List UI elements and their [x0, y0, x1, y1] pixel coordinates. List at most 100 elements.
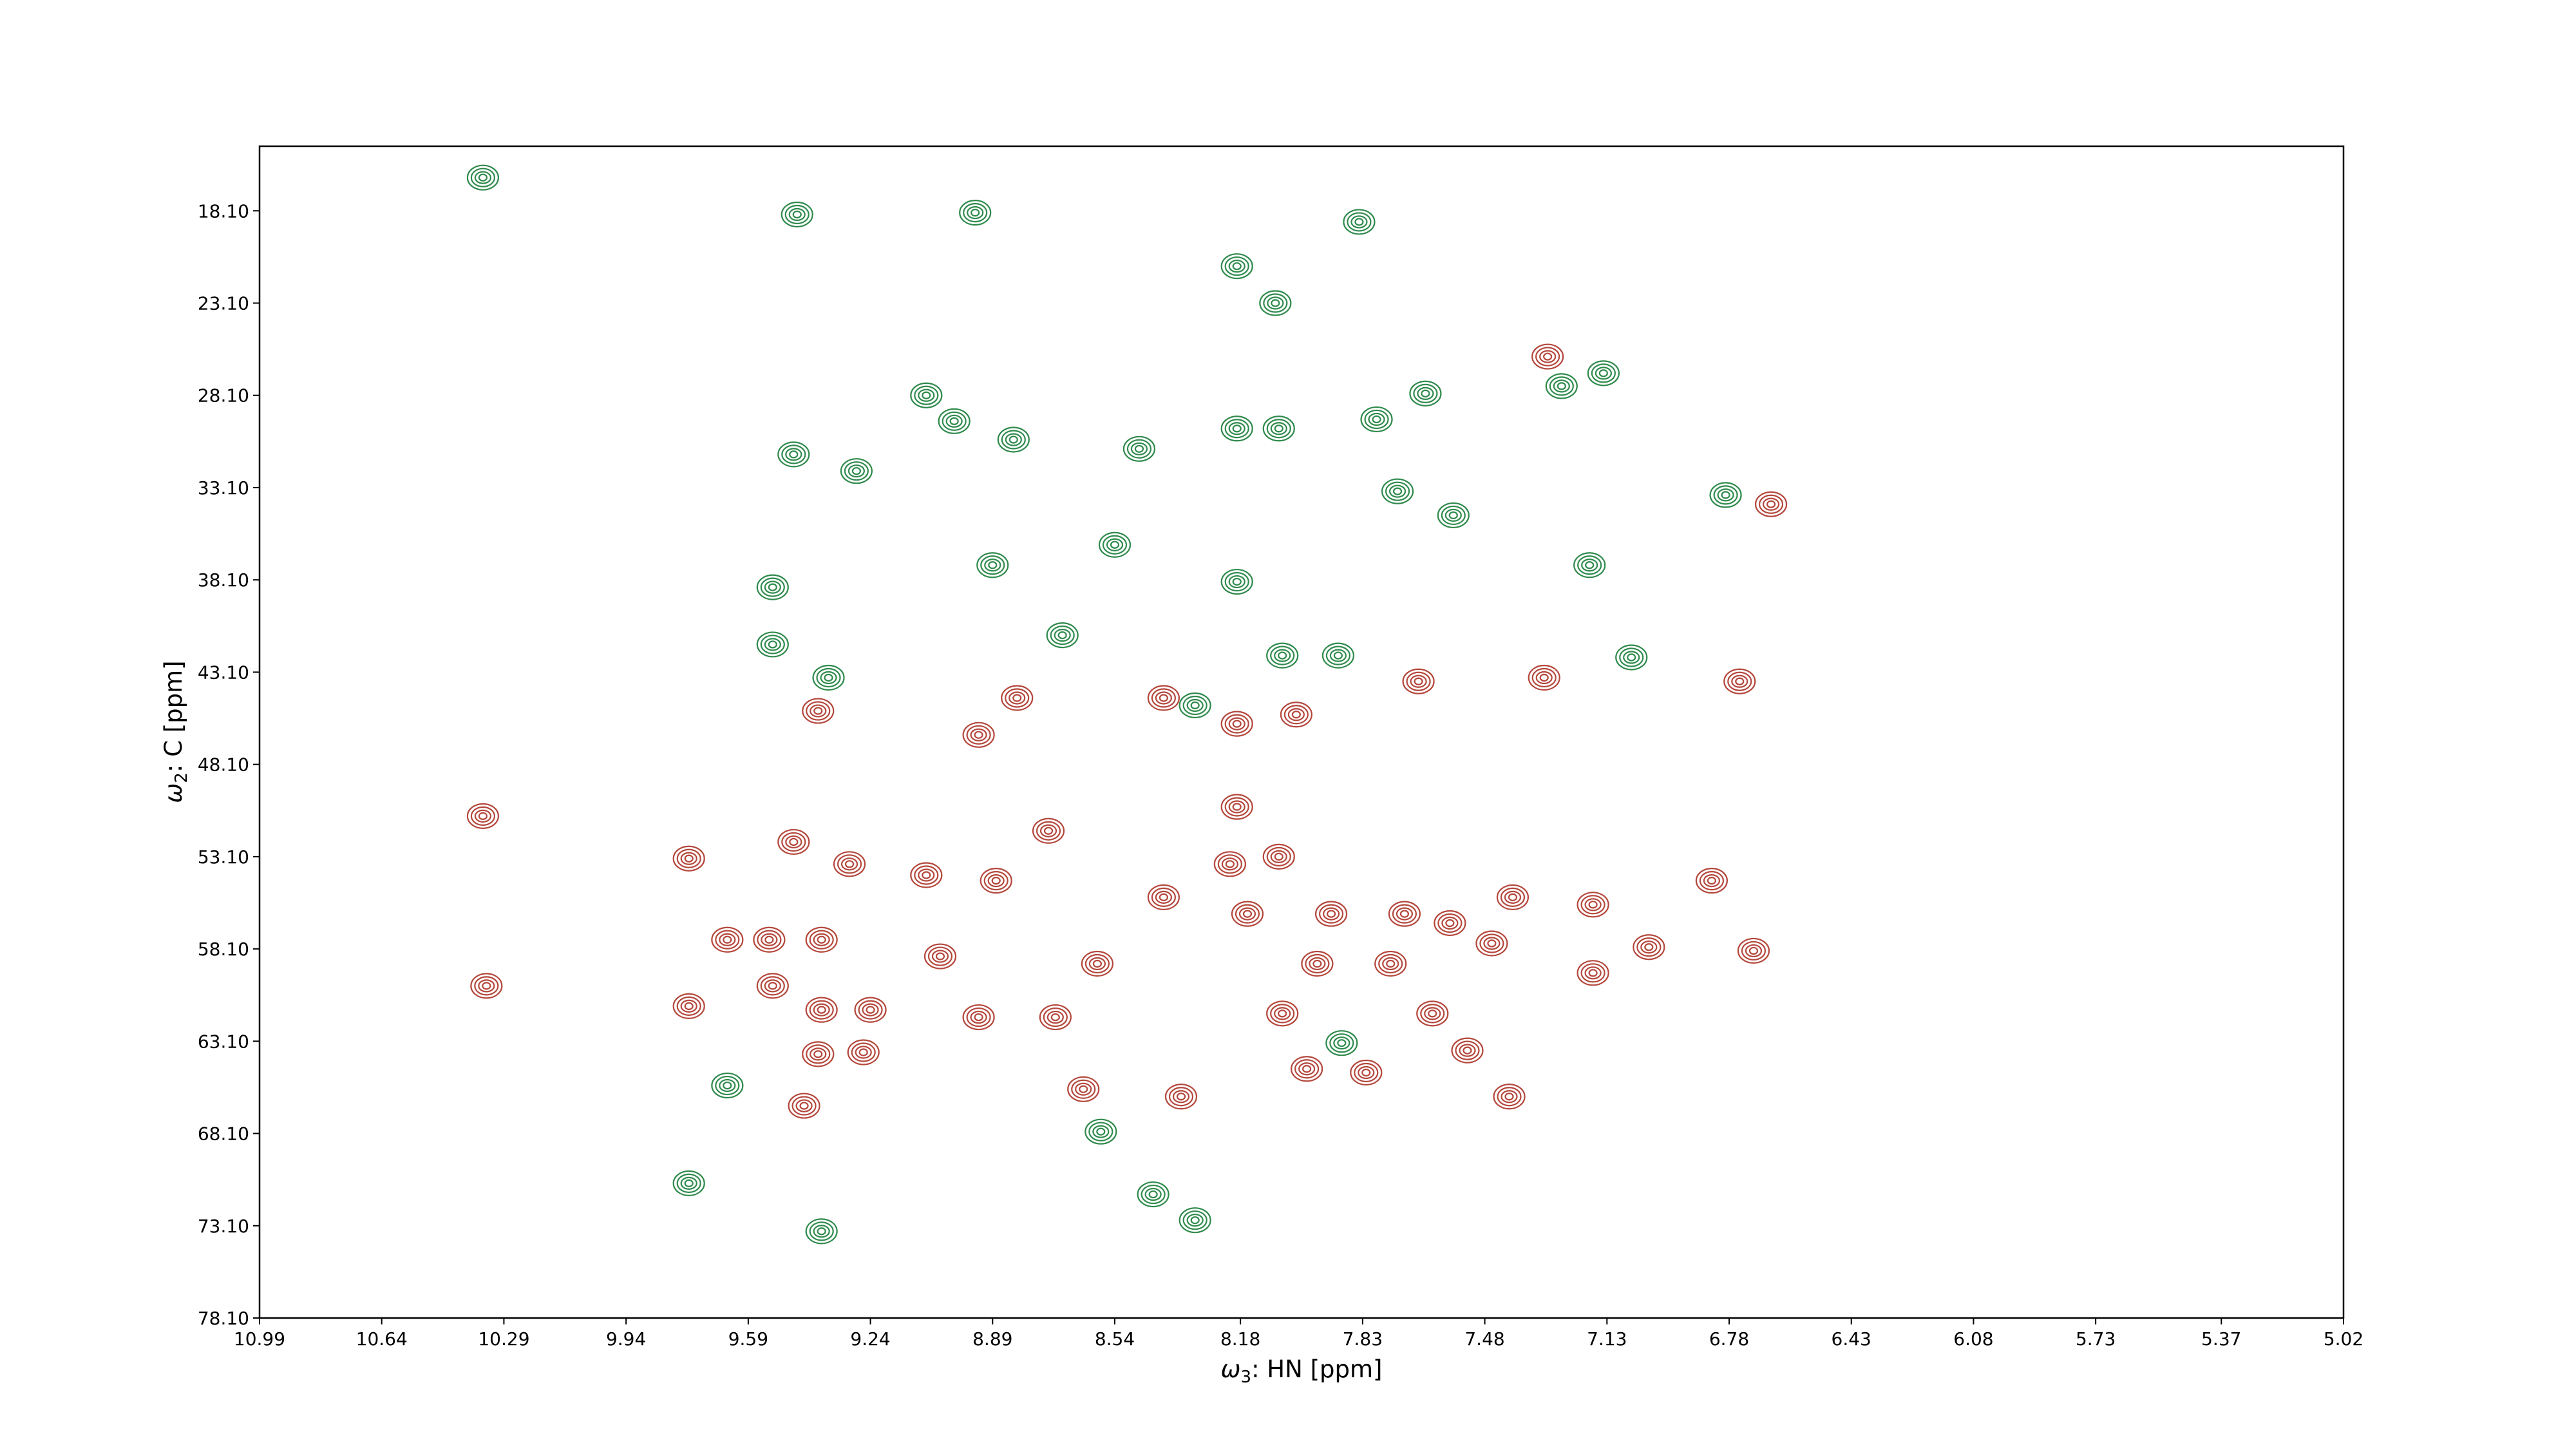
contour-ring	[1046, 622, 1079, 649]
contour-ring	[1088, 1122, 1113, 1142]
contour-ring	[1577, 555, 1602, 575]
contour-ring	[1388, 484, 1406, 498]
peak	[1573, 552, 1606, 578]
contour-ring	[1098, 531, 1132, 558]
contour-ring	[1266, 1000, 1299, 1027]
contour-ring	[805, 926, 838, 953]
contour-ring	[1096, 1127, 1106, 1136]
contour-ring	[820, 671, 837, 685]
contour-ring	[1326, 910, 1336, 918]
peak	[1179, 692, 1211, 719]
contour-ring	[784, 204, 810, 225]
peak	[756, 631, 789, 658]
contour-ring	[1414, 677, 1423, 685]
contour-ring	[1709, 482, 1742, 508]
contour-ring	[672, 1170, 705, 1196]
peak	[1321, 642, 1355, 669]
contour-ring	[962, 1004, 995, 1031]
y-tick-label: 23.10	[198, 292, 249, 314]
contour-ring	[997, 426, 1030, 453]
contour-ring	[816, 667, 841, 688]
contour-ring	[1270, 422, 1287, 435]
contour-ring	[1463, 1046, 1472, 1055]
contour-ring	[1278, 651, 1287, 660]
peak	[1067, 1076, 1100, 1102]
contour-ring	[1228, 575, 1245, 589]
peak	[1709, 482, 1742, 508]
contour-ring	[768, 583, 777, 591]
peak	[1147, 884, 1180, 910]
contour-ring	[1347, 212, 1372, 232]
contour-ring	[1723, 668, 1756, 694]
peak	[976, 552, 1009, 578]
contour-ring	[1106, 538, 1124, 551]
contour-ring	[1232, 720, 1242, 728]
peak	[1220, 794, 1253, 820]
peak	[1084, 1118, 1117, 1145]
contour-ring	[1595, 367, 1612, 380]
contour-ring	[922, 871, 931, 879]
peak	[1220, 568, 1253, 595]
contour-ring	[1766, 500, 1776, 508]
contour-ring	[1479, 933, 1504, 953]
contour-ring	[1102, 535, 1128, 555]
contour-ring	[1553, 379, 1570, 393]
contour-ring	[1151, 688, 1176, 708]
x-tick-label: 9.24	[850, 1328, 890, 1350]
contour-ring	[1475, 930, 1508, 957]
contour-ring	[1325, 645, 1351, 665]
peak	[833, 851, 866, 877]
contour-ring	[1501, 1090, 1518, 1103]
contour-ring	[805, 1218, 838, 1245]
peak	[1032, 817, 1065, 844]
contour-ring	[1232, 262, 1242, 271]
contour-ring	[949, 417, 959, 425]
contour-ring	[966, 725, 991, 745]
contour-ring	[1270, 1004, 1295, 1024]
contour-ring	[931, 950, 949, 963]
contour-ring	[847, 1039, 880, 1065]
peak	[1098, 531, 1132, 558]
contour-ring	[1535, 671, 1553, 685]
contour-ring	[1745, 944, 1763, 958]
contour-ring	[1270, 850, 1287, 863]
contour-ring	[1350, 1059, 1383, 1086]
contour-ring	[1322, 907, 1340, 921]
contour-ring	[760, 635, 785, 654]
contour-ring	[1054, 629, 1071, 642]
contour-ring	[1220, 711, 1253, 737]
peak	[1437, 502, 1470, 529]
contour-ring	[764, 580, 781, 594]
x-tick-label: 10.64	[356, 1328, 408, 1350]
x-tick-label: 7.48	[1464, 1328, 1504, 1350]
contour-ring	[840, 458, 873, 484]
contour-ring	[806, 701, 831, 721]
contour-ring	[1445, 919, 1455, 928]
contour-ring	[927, 946, 953, 966]
contour-ring	[1577, 960, 1609, 986]
contour-ring	[809, 1000, 834, 1020]
contour-ring	[1186, 698, 1204, 712]
contour-ring	[474, 809, 492, 823]
contour-ring	[1220, 568, 1253, 595]
peak	[1266, 1000, 1299, 1027]
contour-ring	[680, 852, 697, 865]
contour-ring	[1735, 677, 1745, 685]
contour-ring	[795, 1099, 813, 1113]
contour-ring	[1009, 435, 1018, 444]
contour-ring	[1615, 644, 1648, 671]
contour-ring	[777, 828, 810, 855]
contour-ring	[719, 1078, 736, 1093]
contour-ring	[1417, 387, 1434, 400]
y-tick-label: 28.10	[198, 385, 249, 406]
contour-ring	[1368, 412, 1385, 426]
y-tick-label: 58.10	[198, 939, 249, 960]
contour-ring	[1358, 1065, 1375, 1080]
contour-ring	[1036, 821, 1061, 841]
peak	[781, 201, 813, 228]
peak	[1374, 950, 1407, 977]
contour-ring	[1224, 797, 1249, 817]
contour-ring	[756, 631, 789, 658]
contour-ring	[781, 832, 806, 852]
